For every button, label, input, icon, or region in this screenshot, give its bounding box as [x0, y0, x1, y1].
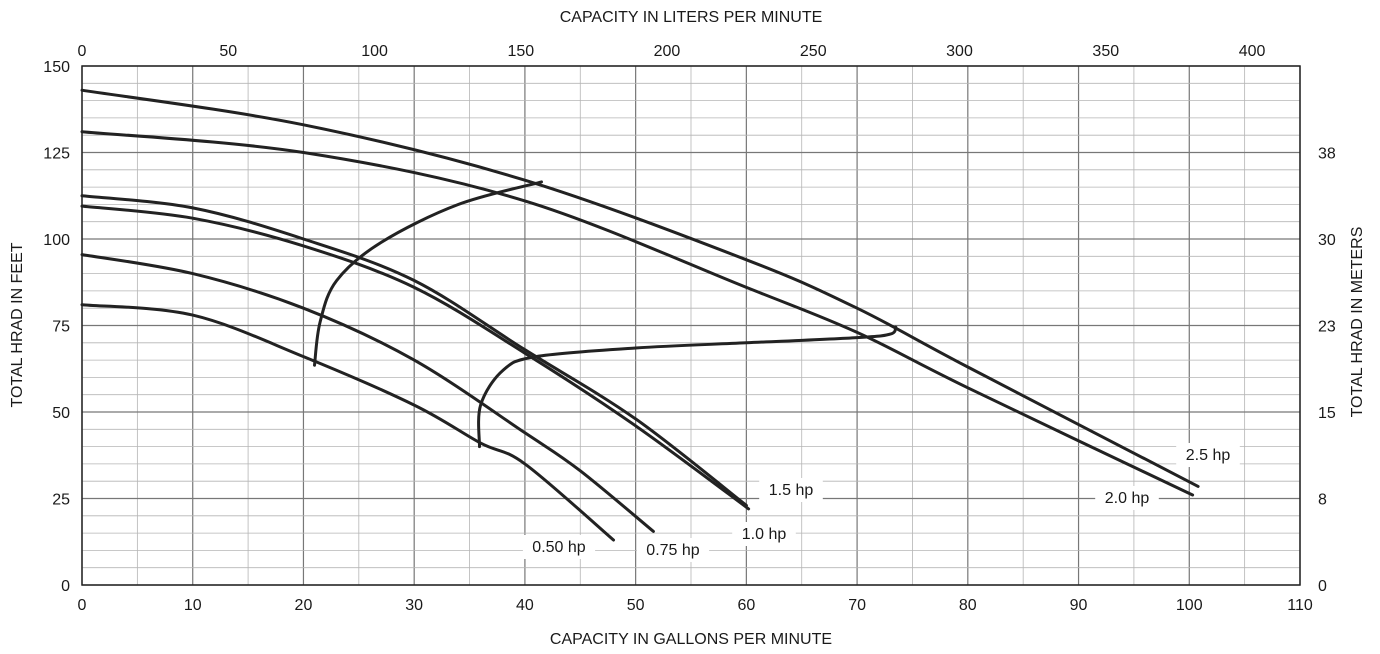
series-label-bg — [1095, 486, 1159, 510]
pump-curve-0-50-hp — [80, 303, 615, 542]
boundary-curve-2 — [477, 325, 898, 449]
left-axis-title: TOTAL HRAD IN FEET — [9, 242, 26, 407]
boundary-curves — [313, 180, 898, 449]
series-label-bg — [636, 538, 710, 562]
boundary-curve-1 — [313, 180, 543, 367]
series-label: 2.5 hp — [1186, 447, 1231, 464]
x-tick-label: 60 — [737, 597, 755, 614]
x-tick-label: 20 — [295, 597, 313, 614]
y-right-tick-label: 0 — [1318, 578, 1327, 595]
x-tick-label: 80 — [959, 597, 977, 614]
y-tick-label: 125 — [43, 146, 70, 163]
y-right-tick-label: 23 — [1318, 319, 1336, 336]
pump-curve-1-5-hp — [80, 194, 748, 507]
x-top-tick-label: 300 — [946, 43, 973, 60]
pump-curve-2-0-hp — [80, 130, 1195, 497]
y-right-tick-label: 30 — [1318, 232, 1336, 249]
pump-curves — [80, 88, 1200, 542]
x-top-tick-label: 400 — [1239, 43, 1266, 60]
right-axis-title: TOTAL HRAD IN METERS — [1349, 227, 1366, 418]
series-labels: 0.50 hp 0.75 hp 1.0 hp 1.5 hp 2.0 hp 2.5 hp — [522, 443, 1240, 562]
x-top-tick-label: 250 — [800, 43, 827, 60]
y-right-tick-label: 15 — [1318, 405, 1336, 422]
x-tick-label: 100 — [1176, 597, 1203, 614]
series-label: 0.75 hp — [646, 542, 699, 559]
series-label-bg — [1176, 443, 1240, 467]
y-tick-label: 75 — [52, 319, 70, 336]
pump-curve-2-5-hp — [80, 88, 1200, 488]
series-label: 1.5 hp — [769, 482, 814, 499]
x-tick-label: 40 — [516, 597, 534, 614]
plot-border — [81, 65, 1301, 586]
pump-curve-1-0-hp — [80, 204, 751, 511]
series-label-bg — [732, 522, 796, 546]
y-tick-label: 100 — [43, 232, 70, 249]
top-axis-title: CAPACITY IN LITERS PER MINUTE — [560, 9, 823, 26]
x-tick-label: 110 — [1287, 597, 1313, 614]
plot-frame — [81, 65, 1301, 586]
y-right-tick-label: 38 — [1318, 146, 1336, 163]
y-tick-label: 25 — [52, 492, 70, 509]
y-right-tick-label: 8 — [1318, 492, 1327, 509]
series-label-bg — [759, 478, 823, 502]
x-top-tick-label: 0 — [78, 43, 87, 60]
y-tick-label: 50 — [52, 405, 70, 422]
x-tick-label: 90 — [1070, 597, 1088, 614]
x-tick-label: 70 — [848, 597, 866, 614]
x-tick-label: 10 — [184, 597, 202, 614]
series-label-bg — [522, 535, 596, 559]
series-label: 1.0 hp — [742, 526, 787, 543]
x-tick-label: 0 — [78, 597, 87, 614]
x-top-tick-label: 150 — [507, 43, 534, 60]
series-label: 0.50 hp — [532, 539, 585, 556]
bottom-axis-title: CAPACITY IN GALLONS PER MINUTE — [550, 631, 832, 648]
x-top-tick-label: 100 — [361, 43, 388, 60]
y-tick-label: 0 — [61, 578, 70, 595]
x-tick-label: 50 — [627, 597, 645, 614]
x-top-tick-label: 200 — [654, 43, 681, 60]
x-top-tick-label: 350 — [1092, 43, 1119, 60]
y-tick-label: 150 — [43, 59, 70, 76]
pump-curve-0-75-hp — [80, 253, 655, 533]
x-top-tick-label: 50 — [219, 43, 237, 60]
series-label: 2.0 hp — [1105, 490, 1150, 507]
x-tick-label: 30 — [405, 597, 423, 614]
